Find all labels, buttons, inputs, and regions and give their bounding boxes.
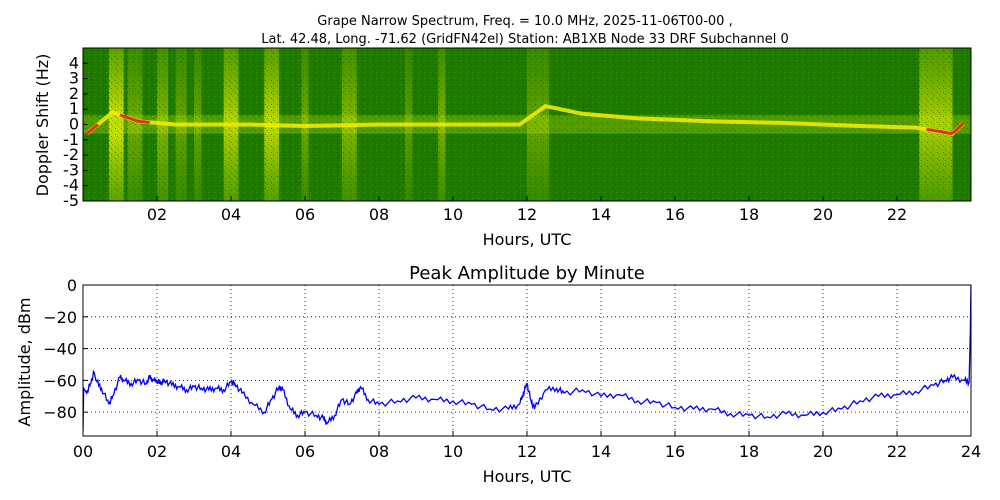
amplitude-y-tick-label: −20 xyxy=(43,308,77,327)
doppler-trace xyxy=(85,103,965,136)
spectrum-title-line2: Lat. 42.48, Long. -71.62 (GridFN42el) St… xyxy=(261,32,788,47)
amplitude-y-ticks: 0 −20 −40 −60 −80 xyxy=(43,276,88,422)
doppler-red-segment xyxy=(926,121,965,136)
amplitude-x-tick-label: 00 xyxy=(73,442,93,461)
spectrum-y-tick-label: -3 xyxy=(63,160,79,179)
amplitude-series-line xyxy=(83,285,971,432)
amplitude-x-tick-label: 12 xyxy=(517,442,537,461)
amplitude-plot-area xyxy=(83,285,971,436)
spectrum-x-ticks: 02 04 06 08 10 12 14 16 18 20 22 xyxy=(147,196,907,224)
doppler-trace-red-segments xyxy=(85,113,965,136)
amplitude-x-ticks: 00 02 04 06 08 10 12 14 16 18 20 22 24 xyxy=(73,431,981,461)
spectrum-y-axis-label: Doppler Shift (Hz) xyxy=(33,54,52,197)
amplitude-chart: Peak Amplitude by Minute 00 02 04 06 08 10 12 1… xyxy=(15,263,981,486)
amplitude-x-tick-label: 16 xyxy=(665,442,685,461)
spectrum-x-tick-label: 16 xyxy=(665,205,685,224)
amplitude-y-axis-label: Amplitude, dBm xyxy=(15,298,34,427)
spectrum-y-tick-label: 4 xyxy=(69,53,79,72)
spectrum-x-tick-label: 02 xyxy=(147,205,167,224)
amplitude-x-tick-label: 06 xyxy=(295,442,315,461)
amplitude-x-tick-label: 10 xyxy=(443,442,463,461)
amplitude-x-tick-label: 14 xyxy=(591,442,611,461)
spectrum-x-tick-label: 10 xyxy=(443,205,463,224)
spectrum-y-tick-label: 2 xyxy=(69,84,79,103)
doppler-red-segment xyxy=(119,113,150,124)
spectrum-x-tick-label: 18 xyxy=(739,205,759,224)
spectrum-x-tick-label: 14 xyxy=(591,205,611,224)
spectrum-x-tick-label: 08 xyxy=(369,205,389,224)
spectrum-y-tick-label: -5 xyxy=(63,191,79,210)
spectrum-x-tick-label: 20 xyxy=(813,205,833,224)
spectrum-x-tick-label: 22 xyxy=(887,205,907,224)
spectrum-x-tick-label: 12 xyxy=(517,205,537,224)
amplitude-x-tick-label: 24 xyxy=(961,442,981,461)
spectrum-y-tick-label: -1 xyxy=(63,130,79,149)
amplitude-y-tick-label: −60 xyxy=(43,371,77,390)
doppler-red-segment xyxy=(85,123,99,135)
amplitude-x-tick-label: 02 xyxy=(147,442,167,461)
amplitude-title: Peak Amplitude by Minute xyxy=(409,263,645,284)
amplitude-y-tick-label: −80 xyxy=(43,403,77,422)
spectrum-x-tick-label: 06 xyxy=(295,205,315,224)
spectrum-title-line1: Grape Narrow Spectrum, Freq. = 10.0 MHz,… xyxy=(317,14,732,29)
spectrum-y-tick-label: -4 xyxy=(63,176,79,195)
spectrum-y-tick-label: -2 xyxy=(63,145,79,164)
amplitude-x-tick-label: 04 xyxy=(221,442,241,461)
amplitude-x-tick-label: 22 xyxy=(887,442,907,461)
amplitude-x-tick-label: 18 xyxy=(739,442,759,461)
amplitude-x-tick-label: 20 xyxy=(813,442,833,461)
spectrum-x-tick-label: 04 xyxy=(221,205,241,224)
spectrum-y-tick-label: 0 xyxy=(69,115,79,134)
spectrum-x-axis-label: Hours, UTC xyxy=(483,230,572,249)
amplitude-x-tick-label: 08 xyxy=(369,442,389,461)
spectrum-y-tick-label: 1 xyxy=(69,99,79,118)
amplitude-y-tick-label: 0 xyxy=(67,276,77,295)
amplitude-x-axis-label: Hours, UTC xyxy=(483,467,572,486)
spectrum-y-tick-label: 3 xyxy=(69,69,79,88)
spectrum-chart: Grape Narrow Spectrum, Freq. = 10.0 MHz,… xyxy=(33,14,972,249)
amplitude-y-tick-label: −40 xyxy=(43,340,77,359)
